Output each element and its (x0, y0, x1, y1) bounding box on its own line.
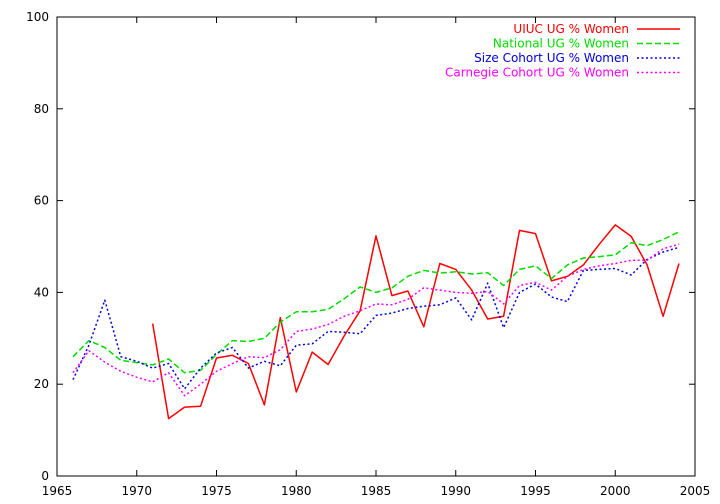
x-tick-label: 1990 (440, 484, 471, 498)
legend-label: Size Cohort UG % Women (474, 51, 629, 65)
series-line-3 (72, 246, 680, 390)
y-tick-label: 20 (34, 377, 49, 391)
x-tick-label: 1995 (520, 484, 551, 498)
y-tick-label: 80 (34, 102, 49, 116)
series-line-4 (72, 243, 680, 397)
y-tick-label: 40 (34, 285, 49, 299)
legend-label: Carnegie Cohort UG % Women (445, 66, 629, 80)
y-tick-label: 100 (26, 10, 49, 24)
x-tick-label: 1980 (281, 484, 312, 498)
x-tick-label: 2005 (680, 484, 711, 498)
legend-label: UIUC UG % Women (513, 22, 629, 36)
x-tick-label: 1975 (201, 484, 232, 498)
series-line-1 (151, 224, 680, 420)
y-tick-label: 60 (34, 194, 49, 208)
plot-frame (56, 16, 696, 477)
x-tick-label: 1985 (361, 484, 392, 498)
x-tick-label: 2000 (600, 484, 631, 498)
legend-label: National UG % Women (493, 37, 629, 51)
x-tick-label: 1965 (42, 484, 73, 498)
y-tick-label: 0 (41, 469, 49, 483)
x-tick-label: 1970 (121, 484, 152, 498)
series-line-2 (72, 231, 680, 374)
